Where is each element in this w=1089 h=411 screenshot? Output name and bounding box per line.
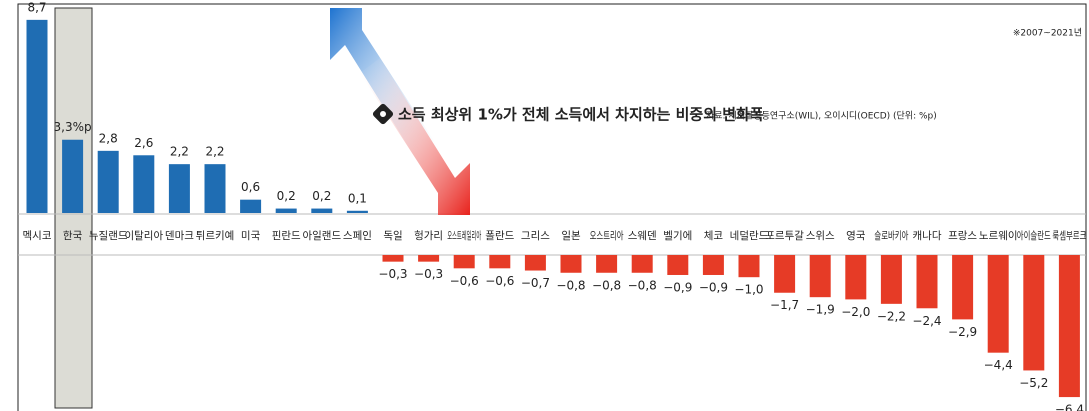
- value-label: −2,4: [912, 314, 941, 328]
- x-tick-label: 프랑스: [948, 230, 977, 242]
- bar: [489, 255, 511, 269]
- value-label: −4,4: [984, 358, 1013, 372]
- value-label: −5,2: [1019, 376, 1048, 390]
- bar: [382, 255, 404, 262]
- x-tick-label: 캐나다: [913, 230, 942, 242]
- bar: [631, 255, 653, 273]
- bar: [26, 19, 48, 213]
- x-tick-label: 이탈리아: [124, 229, 163, 242]
- x-tick-label: 네덜란드: [730, 230, 769, 242]
- bar: [453, 255, 475, 269]
- x-tick-label: 한국: [63, 230, 83, 242]
- x-tick-label: 핀란드: [272, 230, 301, 242]
- value-label: −0,8: [592, 278, 621, 292]
- value-label: 2,2: [205, 145, 224, 159]
- bar: [809, 255, 831, 298]
- bar: [1058, 255, 1080, 398]
- bar: [880, 255, 902, 304]
- bar: [133, 155, 155, 213]
- note: ※2007~2021년: [1013, 28, 1082, 39]
- bar: [667, 255, 689, 275]
- value-label: 8,7: [27, 0, 46, 14]
- arrow-down: [360, 58, 470, 215]
- bar: [596, 255, 618, 273]
- value-label: −0,8: [556, 278, 585, 292]
- x-tick-label: 오스트리아: [590, 230, 624, 242]
- x-tick-label: 독일: [383, 229, 402, 242]
- bar: [346, 210, 368, 213]
- value-label: 0,2: [312, 189, 331, 203]
- x-tick-label: 아일랜드: [302, 229, 341, 242]
- x-tick-label: 슬로바키아: [874, 230, 908, 242]
- value-label: −0,8: [628, 278, 657, 292]
- bar: [240, 199, 262, 213]
- bar: [702, 255, 724, 275]
- bar: [916, 255, 938, 309]
- chart-title: 소득 최상위 1%가 전체 소득에서 차지하는 비중의 변화폭: [398, 106, 764, 124]
- bar: [168, 164, 190, 213]
- bar: [311, 208, 333, 213]
- value-label: −1,9: [806, 303, 835, 317]
- value-label: 2,8: [99, 131, 118, 145]
- value-label: −0,6: [450, 274, 479, 288]
- x-tick-label: 오스트레일리아: [447, 229, 481, 242]
- bar: [62, 139, 84, 213]
- x-tick-label: 아이슬란드: [1017, 230, 1051, 242]
- x-tick-label: 뉴질랜드: [89, 230, 128, 242]
- value-label: −2,0: [841, 305, 870, 319]
- x-tick-label: 스위스: [806, 229, 835, 242]
- x-tick-label: 룩셈부르크: [1052, 230, 1086, 242]
- x-tick-label: 헝가리: [414, 230, 443, 242]
- x-tick-label: 멕시코: [23, 230, 52, 242]
- bar: [845, 255, 867, 300]
- x-tick-label: 스페인: [343, 230, 372, 242]
- value-label: −0,9: [699, 280, 728, 294]
- bar: [97, 150, 119, 213]
- value-label: 3,3%p: [54, 120, 92, 134]
- value-label: 0,2: [277, 189, 296, 203]
- value-label: −1,7: [770, 298, 799, 312]
- value-label: −0,6: [485, 274, 514, 288]
- x-tick-label: 영국: [846, 230, 866, 242]
- bar: [560, 255, 582, 273]
- title-icon: [372, 103, 394, 125]
- bar: [774, 255, 796, 293]
- value-label: −6,4: [1055, 403, 1084, 411]
- x-tick-label: 미국: [241, 230, 261, 242]
- bar: [1023, 255, 1045, 371]
- value-label: 0,6: [241, 180, 260, 194]
- x-tick-label: 노르웨이: [979, 230, 1018, 242]
- bar: [738, 255, 760, 278]
- value-label: −2,2: [877, 309, 906, 323]
- value-label: 0,1: [348, 191, 367, 205]
- value-label: −1,0: [734, 283, 763, 297]
- value-label: −2,9: [948, 325, 977, 339]
- x-tick-label: 포르투갈: [765, 229, 804, 242]
- x-tick-label: 그리스: [521, 230, 550, 242]
- bar: [275, 208, 297, 213]
- bar: [204, 164, 226, 213]
- x-tick-label: 일본: [561, 229, 581, 242]
- value-label: −0,9: [663, 280, 692, 294]
- x-tick-label: 체코: [704, 230, 724, 242]
- source: 자료: 세계불평등연구소(WIL), 오이시디(OECD) (단위: %p): [706, 110, 937, 122]
- bar: [524, 255, 546, 271]
- x-tick-label: 스웨덴: [628, 230, 657, 242]
- value-label: −0,3: [414, 267, 443, 281]
- bar: [987, 255, 1009, 353]
- value-label: 2,6: [134, 136, 153, 150]
- value-label: −0,3: [378, 267, 407, 281]
- x-tick-label: 폴란드: [485, 230, 514, 242]
- x-tick-label: 튀르키예: [196, 229, 235, 242]
- bar: [418, 255, 440, 262]
- bar: [952, 255, 974, 320]
- x-tick-label: 덴마크: [165, 230, 194, 242]
- value-label: 2,2: [170, 145, 189, 159]
- value-label: −0,7: [521, 276, 550, 290]
- x-tick-label: 벨기에: [663, 230, 692, 242]
